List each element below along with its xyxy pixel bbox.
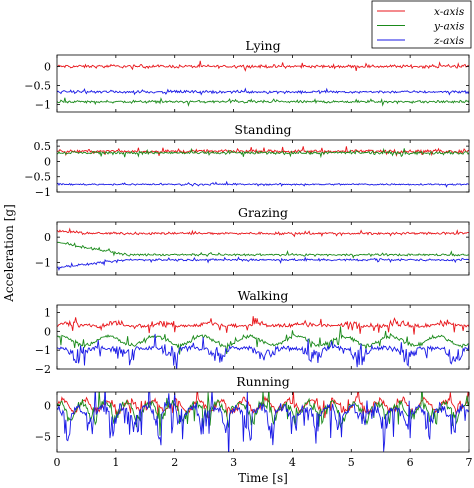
series-x-line [57,60,469,72]
x-tick-label: 0 [54,456,61,469]
panel-lying: Lying 0 −0.5 −1 [24,38,470,113]
series-y-line [57,326,469,355]
series-z-line [57,333,469,369]
x-axis-label: Time [s] [238,471,288,485]
y-tick-label: −0.5 [24,79,51,92]
x-tick-label: 1 [112,456,119,469]
y-tick-label: 0 [44,325,51,338]
x-tick-label: 4 [289,456,296,469]
y-tick-label: −0.5 [24,171,51,184]
axes-frame [56,54,470,113]
y-tick-label: −1 [35,98,51,111]
series-y-line [57,147,469,159]
axes-frame [56,221,470,276]
legend: x-axis y-axis z-axis [371,0,472,49]
panel-title: Grazing [238,205,288,220]
series-x-line [57,316,469,335]
panel-title: Running [236,374,290,389]
series-z-line [57,256,469,271]
x-tick-label: 7 [466,456,473,469]
axes-frame [56,304,470,370]
x-tick-label: 5 [348,456,355,469]
series-y-line [57,241,469,259]
panel-walking: Walking 1 0 −1 −2 [35,288,470,376]
y-tick-label: −1 [35,344,51,357]
y-tick-label: −2 [35,363,51,376]
y-tick-label: 0 [44,155,51,168]
y-tick-label: 1 [44,307,51,320]
series-x-line [57,146,469,157]
y-tick-label: 0 [44,400,51,413]
axes-frame [56,391,470,453]
series-y-line [57,392,469,436]
y-tick-label: 0.5 [34,140,52,153]
legend-label-y: y-axis [433,21,465,33]
panel-title: Standing [234,122,291,137]
series-z-line [57,180,469,188]
legend-label-z: z-axis [433,35,465,47]
panel-title: Walking [238,288,289,303]
panel-title: Lying [245,38,280,53]
y-tick-label: 0 [44,231,51,244]
y-axis-label: Acceleration [g] [2,204,16,303]
y-tick-label: −1 [35,256,51,269]
panel-grazing: Grazing 0 −1 [35,205,470,276]
series-z-line [57,392,469,452]
y-tick-label: −5 [35,431,51,444]
series-x-line [57,227,469,238]
x-tick-label: 3 [230,456,237,469]
y-tick-label: −1 [35,186,51,199]
panel-standing: Standing 0.5 0 −0.5 −1 [24,122,470,199]
series-y-line [57,97,469,107]
axes-frame [56,139,470,193]
x-tick-label: 6 [407,456,414,469]
legend-label-x: x-axis [434,6,465,18]
y-tick-label: 0 [44,60,51,73]
series-z-line [57,87,469,96]
x-tick-label: 2 [171,456,178,469]
